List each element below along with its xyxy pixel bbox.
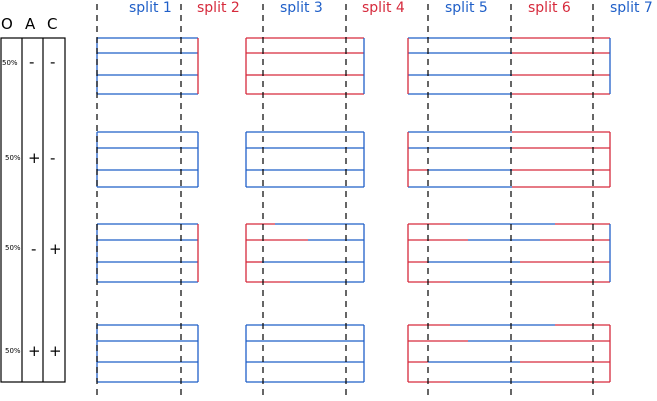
row-2-c-sign: -: [50, 149, 55, 167]
segment-boxes: [96, 37, 611, 383]
row-3-c-sign: +: [49, 240, 62, 258]
split-label-2: split 2: [197, 0, 240, 16]
split-label-3: split 3: [280, 0, 323, 16]
split-label-6: split 6: [528, 0, 571, 16]
split-label-4: split 4: [362, 0, 405, 16]
row-4-a-sign: +: [28, 342, 41, 360]
split-label-7: split 7: [610, 0, 653, 16]
row-3-percent: 50%: [5, 244, 21, 252]
row-1-percent: 50%: [2, 59, 18, 67]
column-header-a: A: [25, 15, 36, 33]
column-header-c: C: [47, 15, 57, 33]
row-2-a-sign: +: [28, 149, 41, 167]
row-4-percent: 50%: [5, 347, 21, 355]
row-1-c-sign: -: [50, 53, 55, 71]
column-header-o: O: [1, 15, 13, 33]
row-3-a-sign: -: [31, 240, 36, 258]
split-label-5: split 5: [445, 0, 488, 16]
row-2-percent: 50%: [5, 154, 21, 162]
row-4-c-sign: +: [49, 342, 62, 360]
row-1-a-sign: -: [29, 53, 34, 71]
split-label-1: split 1: [129, 0, 172, 16]
split-dashed-lines: [96, 4, 594, 398]
condition-table: [0, 37, 66, 383]
